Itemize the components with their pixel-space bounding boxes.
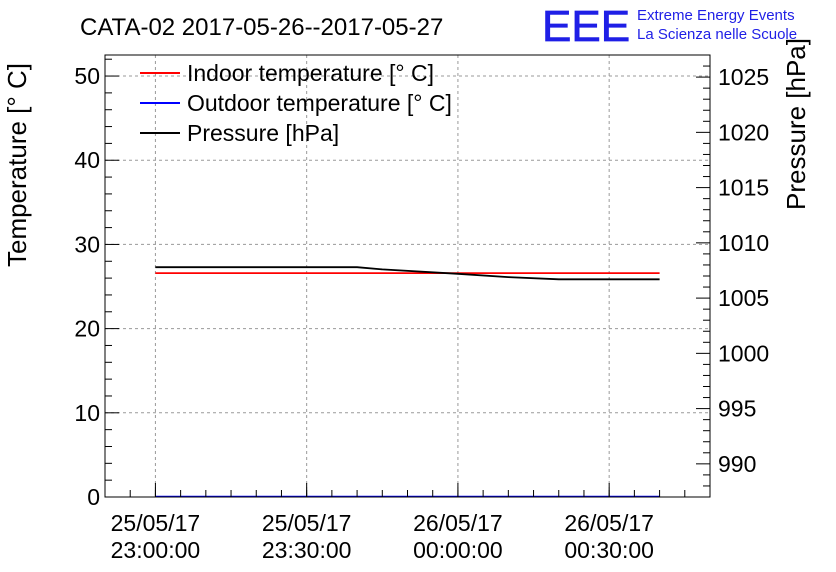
- y-tick-label: 30: [74, 231, 100, 257]
- y2-tick-label: 1015: [718, 175, 769, 201]
- y2-tick-label: 1000: [718, 340, 769, 366]
- x-tick-label-time: 00:30:00: [564, 537, 654, 563]
- legend: Indoor temperature [° C] Outdoor temperat…: [140, 60, 452, 146]
- x-tick-label-date: 26/05/17: [413, 510, 503, 536]
- logo-subtitle-2: La Scienza nelle Scuole: [637, 26, 797, 43]
- y2-tick-label: 995: [718, 396, 756, 422]
- series-line-2: [155, 266, 660, 281]
- x-tick-label-date: 25/05/17: [262, 510, 352, 536]
- legend-label: Pressure [hPa]: [187, 120, 339, 146]
- eee-logo: EEE Extreme Energy Events La Scienza nel…: [542, 2, 798, 52]
- logo-text: EEE: [542, 2, 630, 51]
- y2-tick-label: 990: [718, 451, 756, 477]
- y-tick-label: 50: [74, 63, 100, 89]
- x-tick-label-date: 26/05/17: [564, 510, 654, 536]
- y2-tick-label: 1025: [718, 64, 769, 90]
- x-tick-label-time: 23:00:00: [111, 537, 201, 563]
- y-tick-label: 20: [74, 316, 100, 342]
- grid: [105, 55, 710, 497]
- y-tick-label: 0: [87, 484, 100, 510]
- y-axis-title: Temperature [° C]: [2, 63, 32, 267]
- legend-label: Outdoor temperature [° C]: [187, 90, 452, 116]
- y2-axis-title: Pressure [hPa]: [781, 38, 811, 210]
- logo-subtitle-1: Extreme Energy Events: [637, 7, 795, 24]
- y2-tick-label: 1010: [718, 230, 769, 256]
- x-tick-label-time: 00:00:00: [413, 537, 503, 563]
- chart-title: CATA-02 2017-05-26--2017-05-27: [80, 14, 443, 41]
- axes: 25/05/1723:00:0025/05/1723:30:0026/05/17…: [74, 54, 769, 563]
- y-tick-label: 40: [74, 147, 100, 173]
- x-tick-label-date: 25/05/17: [111, 510, 201, 536]
- y-tick-label: 10: [74, 400, 100, 426]
- y2-tick-label: 1005: [718, 285, 769, 311]
- legend-label: Indoor temperature [° C]: [187, 60, 434, 86]
- y2-tick-label: 1020: [718, 119, 769, 145]
- x-tick-label-time: 23:30:00: [262, 537, 352, 563]
